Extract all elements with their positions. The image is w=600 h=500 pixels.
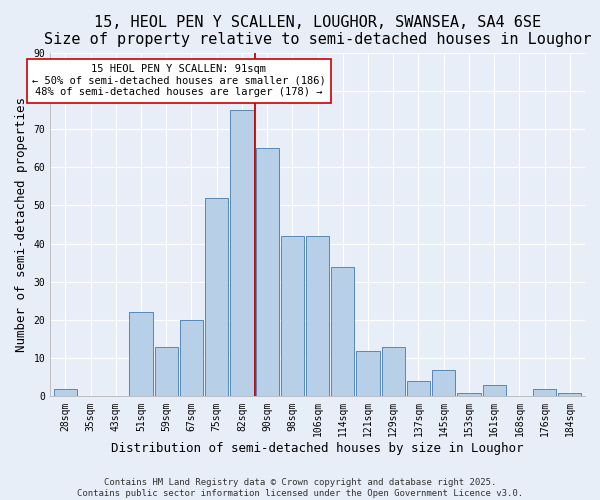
Bar	[281, 236, 304, 396]
Bar	[180, 320, 203, 396]
Y-axis label: Number of semi-detached properties: Number of semi-detached properties	[15, 97, 28, 352]
Bar	[256, 148, 279, 396]
Bar	[155, 346, 178, 397]
Title: 15, HEOL PEN Y SCALLEN, LOUGHOR, SWANSEA, SA4 6SE
Size of property relative to s: 15, HEOL PEN Y SCALLEN, LOUGHOR, SWANSEA…	[44, 15, 592, 48]
Bar	[205, 198, 228, 396]
Bar	[407, 381, 430, 396]
Bar	[331, 266, 355, 396]
Bar	[53, 388, 77, 396]
Text: 15 HEOL PEN Y SCALLEN: 91sqm
← 50% of semi-detached houses are smaller (186)
48%: 15 HEOL PEN Y SCALLEN: 91sqm ← 50% of se…	[32, 64, 326, 98]
X-axis label: Distribution of semi-detached houses by size in Loughor: Distribution of semi-detached houses by …	[112, 442, 524, 455]
Bar	[356, 350, 380, 397]
Bar	[306, 236, 329, 396]
Bar	[457, 392, 481, 396]
Bar	[130, 312, 152, 396]
Bar	[558, 392, 581, 396]
Bar	[533, 388, 556, 396]
Text: Contains HM Land Registry data © Crown copyright and database right 2025.
Contai: Contains HM Land Registry data © Crown c…	[77, 478, 523, 498]
Bar	[482, 385, 506, 396]
Bar	[432, 370, 455, 396]
Bar	[382, 346, 405, 397]
Bar	[230, 110, 254, 397]
